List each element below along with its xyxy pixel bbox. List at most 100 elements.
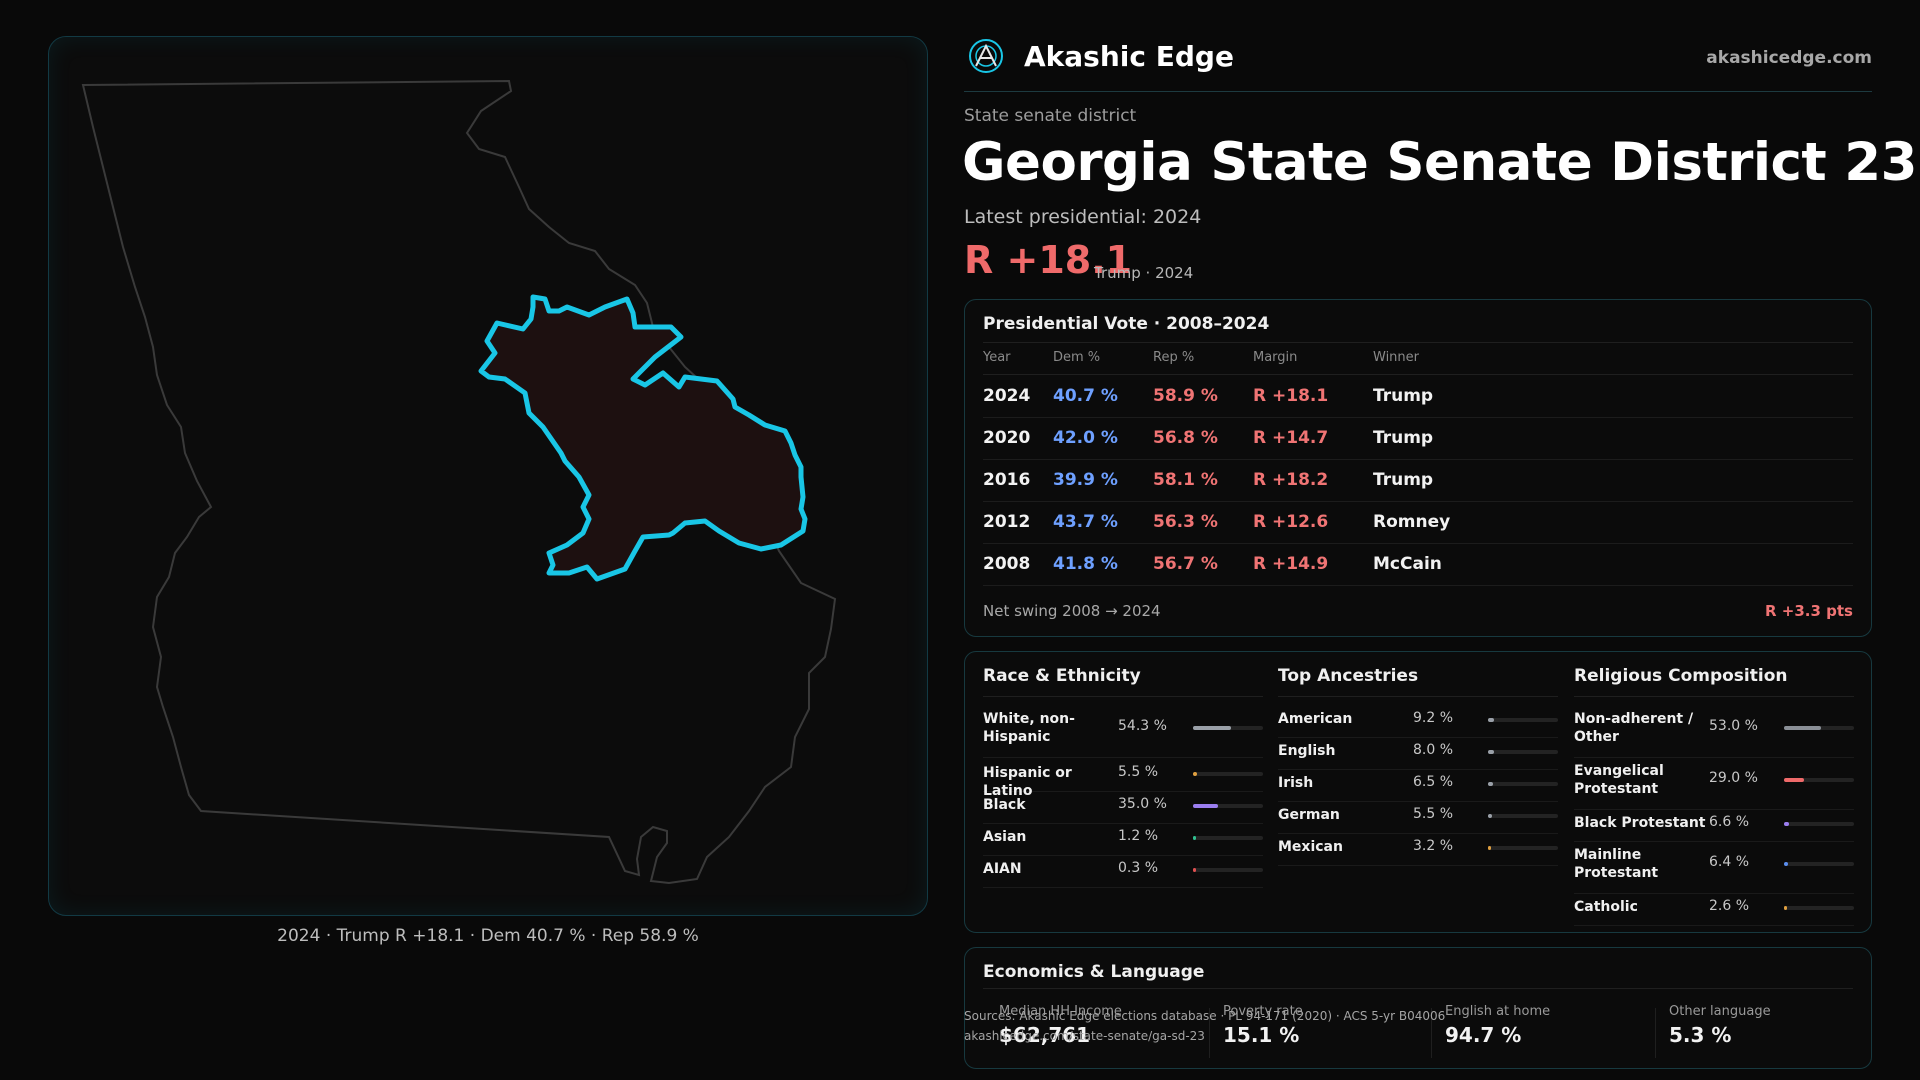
demographic-bar-fill — [1784, 726, 1822, 730]
demographic-bar-fill — [1488, 846, 1491, 850]
demographic-row[interactable]: Hispanic or Latino 5.5 % — [983, 760, 1263, 799]
demographic-value: 53.0 % — [1709, 718, 1758, 734]
sources-link[interactable]: akashicedge.com/state-senate/ga-sd-23 — [964, 1029, 1205, 1043]
col-header-rep: Rep % — [1153, 350, 1195, 365]
table-row[interactable]: 2016 39.9 % 58.1 % R +18.2 Trump — [983, 460, 1853, 502]
demographic-row[interactable]: Mexican 3.2 % — [1278, 834, 1558, 866]
brand-header: Akashic Edge akashicedge.com — [964, 36, 1872, 92]
brand-url[interactable]: akashicedge.com — [1706, 48, 1872, 68]
georgia-state-outline — [81, 79, 837, 885]
col-header-margin: Margin — [1253, 350, 1298, 365]
demographic-row[interactable]: English 8.0 % — [1278, 738, 1558, 770]
demographic-value: 9.2 % — [1413, 710, 1454, 726]
demographic-value: 5.5 % — [1118, 764, 1159, 780]
demographic-value: 29.0 % — [1709, 770, 1758, 786]
district-23-shape[interactable] — [478, 294, 808, 582]
headline-margin: R +18.1 — [964, 238, 1133, 282]
stat-value: 94.7 % — [1445, 1023, 1522, 1047]
table-row[interactable]: 2020 42.0 % 56.8 % R +14.7 Trump — [983, 418, 1853, 460]
stat-poverty-rate: Poverty rate 15.1 % — [1223, 1004, 1303, 1047]
margin-cell: R +14.7 — [1253, 428, 1329, 448]
brand-name[interactable]: Akashic Edge — [1024, 40, 1234, 73]
map-caption: 2024 · Trump R +18.1 · Dem 40.7 % · Rep … — [277, 926, 699, 946]
demographic-label: Mainline Protestant — [1574, 847, 1659, 881]
divider — [1655, 1008, 1656, 1058]
table-row[interactable]: 2012 43.7 % 56.3 % R +12.6 Romney — [983, 502, 1853, 544]
demographic-row[interactable]: AIAN 0.3 % — [983, 856, 1263, 888]
winner-cell: Trump — [1373, 428, 1434, 448]
demographic-row[interactable]: American 9.2 % — [1278, 706, 1558, 738]
demographic-bar-fill — [1193, 868, 1196, 872]
demographic-bar-track — [1784, 862, 1854, 866]
dem-cell: 41.8 % — [1053, 554, 1118, 574]
stat-value: 5.3 % — [1669, 1023, 1732, 1047]
demographics-card: Race & Ethnicity White, non-Hispanic 54.3… — [964, 651, 1872, 933]
demographic-bar-track — [1193, 772, 1263, 776]
demographic-row[interactable]: Black 35.0 % — [983, 792, 1263, 824]
demographic-bar-track — [1488, 750, 1558, 754]
rep-cell: 56.8 % — [1153, 428, 1218, 448]
demographic-row[interactable]: White, non-Hispanic 54.3 % — [983, 706, 1263, 758]
demographic-bar-track — [1784, 906, 1854, 910]
winner-cell: McCain — [1373, 554, 1442, 574]
demographic-value: 35.0 % — [1118, 796, 1167, 812]
demographic-label: Irish — [1278, 775, 1314, 791]
table-row[interactable]: 2024 40.7 % 58.9 % R +18.1 Trump — [983, 376, 1853, 418]
demographic-row[interactable]: Black Protestant 6.6 % — [1574, 810, 1854, 842]
rep-cell: 58.1 % — [1153, 470, 1218, 490]
demographic-bar-track — [1193, 804, 1263, 808]
demographic-bar-track — [1784, 726, 1854, 730]
demographic-bar-track — [1784, 822, 1854, 826]
demographic-bar-fill — [1488, 782, 1493, 786]
demographic-row[interactable]: Mainline Protestant 6.4 % — [1574, 842, 1854, 894]
table-row[interactable]: 2008 41.8 % 56.7 % R +14.9 McCain — [983, 544, 1853, 586]
sources-footer: Sources: Akashic Edge elections database… — [964, 1006, 1445, 1046]
stat-label: Median HH Income — [999, 1004, 1122, 1019]
demographic-label: Evangelical Protestant — [1574, 763, 1664, 797]
akashic-logo-icon — [969, 39, 1003, 73]
demographic-row[interactable]: Asian 1.2 % — [983, 824, 1263, 856]
stat-english-at-home: English at home 94.7 % — [1445, 1004, 1550, 1047]
stat-other-language: Other language 5.3 % — [1669, 1004, 1771, 1047]
demographic-bar-track — [1488, 718, 1558, 722]
margin-cell: R +18.1 — [1253, 386, 1329, 406]
demographic-label: German — [1278, 807, 1340, 823]
demographic-bar-fill — [1193, 726, 1231, 730]
stat-median-income: Median HH Income $62,761 — [999, 1004, 1122, 1047]
demographic-label: Black — [983, 797, 1026, 813]
demographic-row[interactable]: Irish 6.5 % — [1278, 770, 1558, 802]
year-cell: 2020 — [983, 428, 1031, 448]
winner-cell: Trump — [1373, 470, 1434, 490]
demographic-bar-fill — [1488, 718, 1495, 722]
demographic-row[interactable]: Catholic 2.6 % — [1574, 894, 1854, 926]
demographic-bar-fill — [1488, 814, 1492, 818]
top-ancestries-section: Top Ancestries American 9.2 % English 8.0 %… — [1278, 666, 1558, 866]
demographic-value: 6.6 % — [1709, 814, 1750, 830]
demographic-row[interactable]: Evangelical Protestant 29.0 % — [1574, 758, 1854, 810]
divider — [983, 696, 1263, 697]
demographic-row[interactable]: Non-adherent / Other 53.0 % — [1574, 706, 1854, 758]
latest-presidential-label: Latest presidential: 2024 — [964, 206, 1202, 228]
rep-cell: 56.3 % — [1153, 512, 1218, 532]
demographic-label: AIAN — [983, 861, 1022, 877]
economics-language-title: Economics & Language — [983, 962, 1205, 982]
presidential-vote-card: Presidential Vote · 2008–2024 Year Dem %… — [964, 299, 1872, 637]
demographic-bar-fill — [1784, 822, 1789, 826]
dem-cell: 43.7 % — [1053, 512, 1118, 532]
demographic-bar-fill — [1784, 862, 1789, 866]
winner-cell: Romney — [1373, 512, 1451, 532]
demographic-bar-fill — [1193, 772, 1197, 776]
demographic-label: Black Protestant — [1574, 815, 1706, 831]
demographic-label: American — [1278, 711, 1353, 727]
demographic-row[interactable]: German 5.5 % — [1278, 802, 1558, 834]
district-map-panel[interactable] — [48, 36, 928, 916]
religious-composition-section: Religious Composition Non-adherent / Oth… — [1574, 666, 1854, 926]
demographic-bar-track — [1488, 782, 1558, 786]
divider — [1209, 1008, 1210, 1058]
demographic-value: 54.3 % — [1118, 718, 1167, 734]
demographic-value: 3.2 % — [1413, 838, 1454, 854]
economics-language-card: Economics & Language Median HH Income $6… — [964, 947, 1872, 1069]
year-cell: 2024 — [983, 386, 1031, 406]
divider — [983, 374, 1853, 375]
demographic-bar-track — [1488, 846, 1558, 850]
